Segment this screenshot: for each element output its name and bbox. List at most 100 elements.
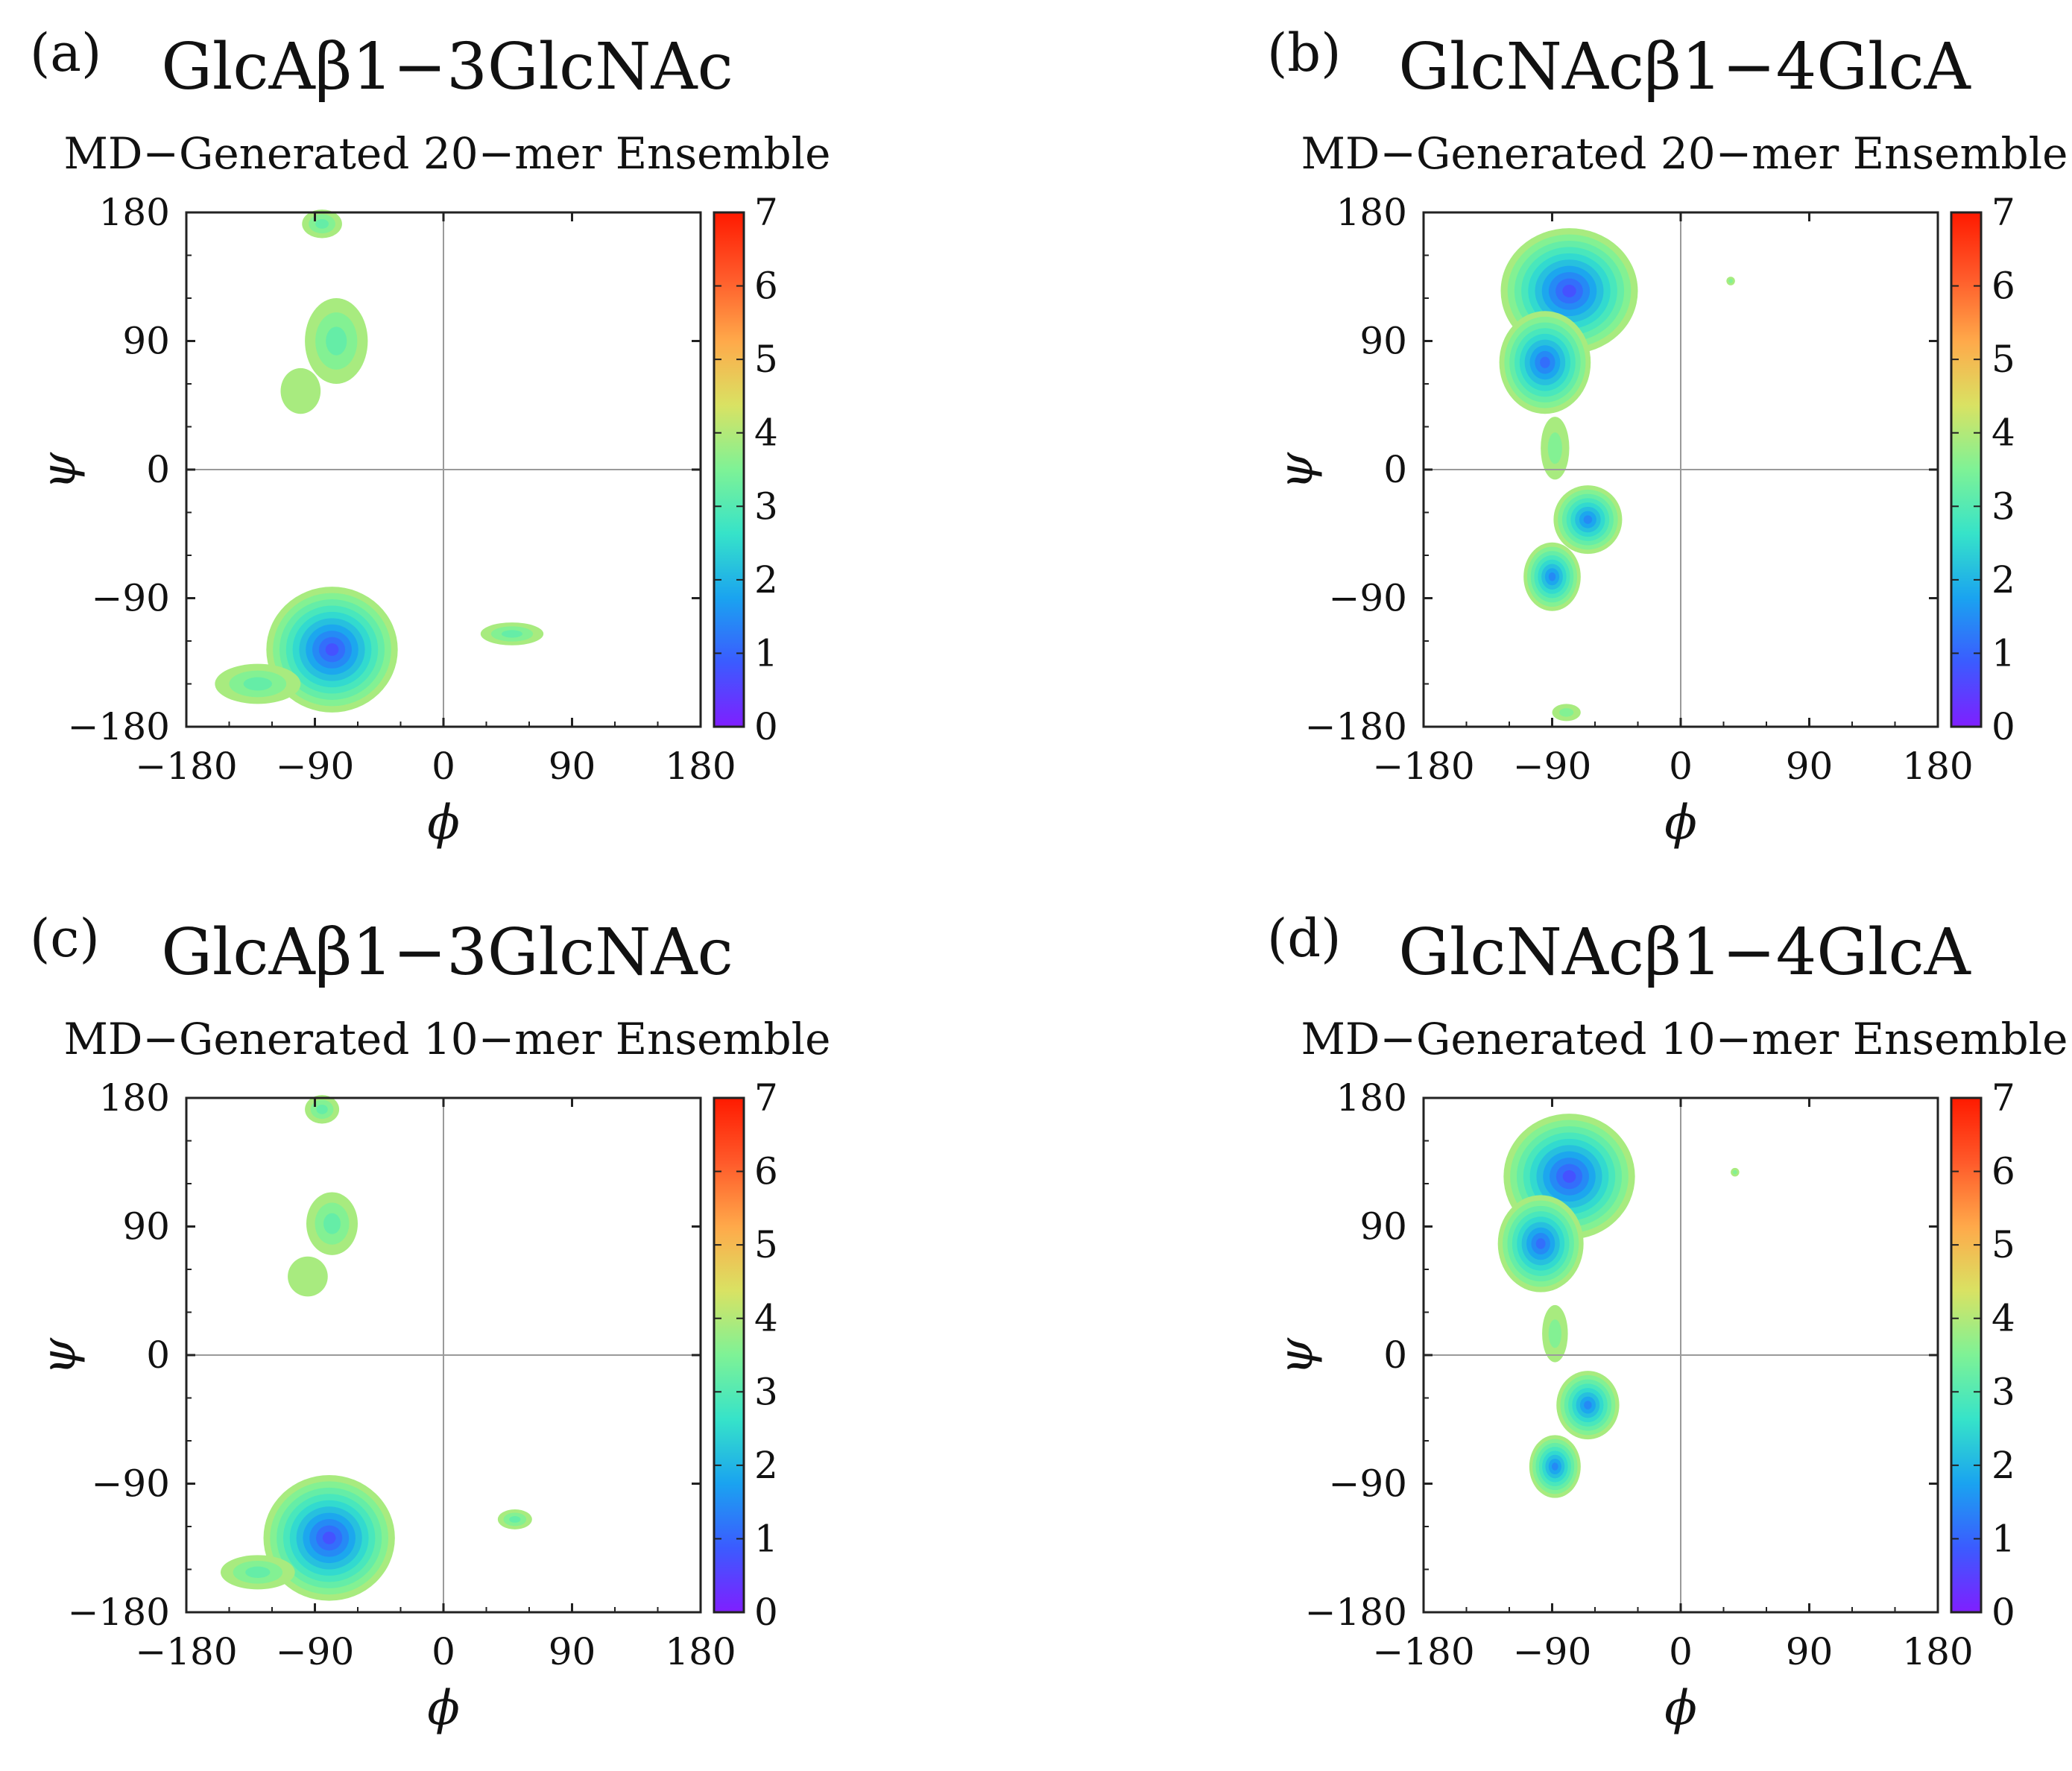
heat-cell: [325, 643, 339, 656]
heat-cell: [315, 218, 329, 229]
colorbar-tick-label: 3: [754, 484, 778, 528]
heat-cell: [509, 1515, 521, 1523]
x-tick-label: 180: [1902, 1630, 1973, 1673]
colorbar-tick-label: 7: [754, 191, 778, 234]
heat-cell: [1548, 572, 1556, 581]
x-tick-label: 90: [549, 1630, 596, 1673]
panel-b: (b) GlcNAcβ1−4GlcA MD−Generated 20−mer E…: [1237, 0, 2072, 886]
colorbar-tick-label: 2: [1992, 558, 2015, 602]
y-tick-label: 90: [1359, 320, 1407, 363]
heat-cell: [1732, 1169, 1737, 1175]
heatmap-plot: −180 −90 0 90 180 180 90 0 −90 −180 ϕ ψ 0 1 2 3 4 5 6 7: [31, 191, 778, 850]
heat-cell: [288, 1256, 328, 1297]
heatmap-plot: −180 −90 0 90 180 180 90 0 −90 −180 ϕ ψ 0 1 2 3 4 5 6 7: [31, 1076, 778, 1736]
panel-label: (b): [1267, 22, 1342, 83]
colorbar-tick-label: 0: [1992, 1591, 2015, 1634]
colorbar-tick-label: 4: [754, 1297, 778, 1340]
colorbar-tick-label: 5: [1992, 338, 2015, 381]
colorbar-tick-label: 7: [754, 1076, 778, 1120]
y-tick-label: −180: [1305, 1591, 1407, 1634]
panel-subtitle: MD−Generated 20−mer Ensemble: [63, 128, 831, 179]
heat-cell: [322, 1531, 336, 1544]
x-tick-label: 0: [432, 745, 455, 788]
panel-label: (c): [30, 908, 100, 969]
heat-cell: [280, 367, 321, 414]
colorbar: [713, 1096, 745, 1614]
y-tick-label: 180: [1336, 191, 1407, 234]
heat-cell: [245, 1566, 271, 1578]
y-tick-label: −90: [1328, 1462, 1407, 1506]
panel-a: (a) GlcAβ1−3GlcNAc MD−Generated 20−mer E…: [0, 0, 1036, 886]
colorbar: [1950, 1096, 1983, 1614]
heatmap-regions: [1499, 228, 1735, 722]
x-tick-label: −90: [276, 745, 355, 788]
heat-cell: [1583, 515, 1593, 524]
panel-label: (d): [1267, 908, 1342, 969]
colorbar-tick-label: 0: [1992, 705, 2015, 748]
colorbar-tick-label: 0: [754, 1591, 778, 1634]
x-axis-label: ϕ: [1664, 795, 1697, 850]
panel-c: (c) GlcAβ1−3GlcNAc MD−Generated 10−mer E…: [0, 886, 1036, 1771]
colorbar-tick-label: 3: [1992, 1370, 2015, 1413]
y-tick-label: −90: [91, 1462, 170, 1506]
x-tick-label: 0: [432, 1630, 455, 1673]
panel-subtitle: MD−Generated 10−mer Ensemble: [63, 1014, 831, 1064]
x-tick-label: 180: [665, 745, 736, 788]
x-tick-label: −180: [1372, 745, 1474, 788]
y-tick-label: 180: [99, 191, 170, 234]
colorbar-tick-label: 1: [1992, 631, 2015, 675]
heat-cell: [1728, 279, 1733, 283]
heatmap-regions: [215, 209, 544, 713]
heat-cell: [1562, 1169, 1576, 1183]
colorbar-tick-label: 7: [1992, 191, 2015, 234]
heat-cell: [501, 630, 523, 638]
y-tick-label: −90: [91, 577, 170, 620]
y-axis-label: ψ: [31, 1337, 86, 1375]
colorbar-tick-label: 4: [1992, 1297, 2015, 1340]
panel-subtitle: MD−Generated 20−mer Ensemble: [1301, 128, 2068, 179]
heat-cell: [243, 677, 273, 691]
panel-subtitle: MD−Generated 10−mer Ensemble: [1301, 1014, 2068, 1064]
colorbar-tick-label: 6: [1992, 265, 2015, 308]
colorbar-tick-label: 5: [754, 1223, 778, 1266]
x-axis-label: ϕ: [427, 1681, 460, 1736]
heatmap-regions: [221, 1095, 532, 1601]
colorbar: [713, 211, 745, 728]
colorbar: [1950, 211, 1983, 728]
y-axis-label: ψ: [1269, 452, 1324, 490]
colorbar-tick-label: 3: [1992, 484, 2015, 528]
heatmap-plot: −180 −90 0 90 180 180 90 0 −90 −180 ϕ ψ 0 1 2 3 4 5 6 7: [1269, 191, 2015, 850]
heatmap-plot: −180 −90 0 90 180 180 90 0 −90 −180 ϕ ψ 0 1 2 3 4 5 6 7: [1269, 1076, 2015, 1736]
colorbar-tick-label: 7: [1992, 1076, 2015, 1120]
y-tick-label: 0: [146, 448, 170, 491]
y-tick-label: 180: [99, 1076, 170, 1120]
y-tick-label: −180: [68, 1591, 170, 1634]
heat-cell: [1547, 432, 1562, 464]
y-tick-label: 90: [1359, 1205, 1407, 1248]
heat-cell: [1540, 356, 1550, 368]
panel-title: GlcNAcβ1−4GlcA: [1398, 915, 1971, 990]
heat-cell: [1548, 1319, 1561, 1348]
heat-cell: [1559, 708, 1574, 717]
y-axis-label: ψ: [31, 452, 86, 490]
panel-title: GlcAβ1−3GlcNAc: [161, 30, 733, 104]
y-tick-label: −180: [68, 705, 170, 748]
colorbar-tick-label: 6: [754, 1150, 778, 1193]
colorbar-tick-label: 2: [754, 558, 778, 602]
colorbar-tick-label: 5: [1992, 1223, 2015, 1266]
x-tick-label: 0: [1669, 745, 1693, 788]
heat-cell: [1562, 284, 1576, 297]
panel-title: GlcNAcβ1−4GlcA: [1398, 30, 1971, 104]
y-tick-label: 180: [1336, 1076, 1407, 1120]
y-tick-label: −180: [1305, 705, 1407, 748]
x-tick-label: −90: [1513, 1630, 1592, 1673]
colorbar-tick-label: 5: [754, 338, 778, 381]
heat-cell: [316, 1104, 328, 1114]
y-tick-label: −90: [1328, 577, 1407, 620]
x-tick-label: −90: [276, 1630, 355, 1673]
heat-cell: [1535, 1238, 1546, 1249]
panel-label: (a): [30, 22, 102, 83]
x-tick-label: 90: [1786, 745, 1833, 788]
y-tick-label: 90: [122, 1205, 170, 1248]
x-tick-label: 180: [665, 1630, 736, 1673]
